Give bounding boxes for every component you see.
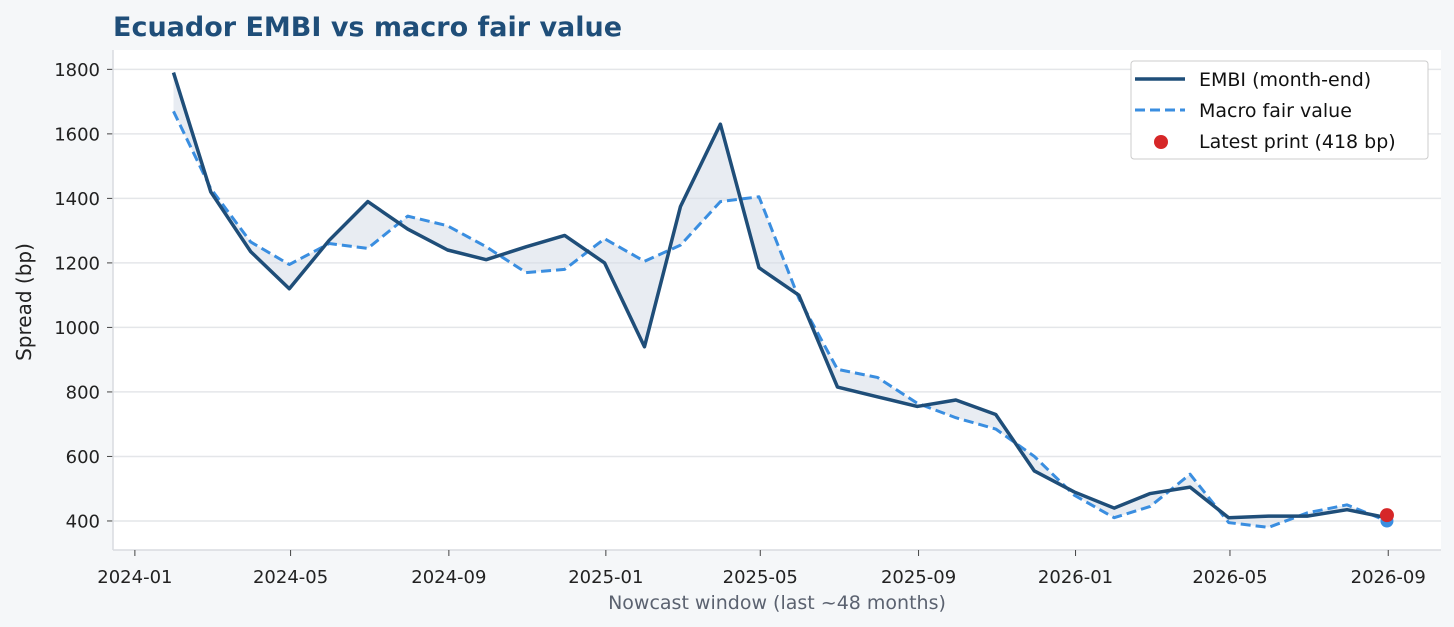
y-tick-label: 800 xyxy=(66,382,100,403)
x-tick-label: 2026-01 xyxy=(1038,567,1113,588)
x-tick-label: 2024-01 xyxy=(97,567,172,588)
y-tick-label: 1800 xyxy=(54,60,100,81)
legend-fair-value-label: Macro fair value xyxy=(1199,100,1352,122)
y-tick-label: 1200 xyxy=(54,253,100,274)
x-axis-ticks: 2024-01 2024-05 2024-09 2025-01 2025-05 2025-… xyxy=(97,550,1426,588)
x-tick-label: 2025-01 xyxy=(568,567,643,588)
y-tick-label: 1000 xyxy=(54,318,100,339)
x-tick-label: 2024-09 xyxy=(411,567,486,588)
y-tick-label: 600 xyxy=(66,447,100,468)
x-axis-label: Nowcast window (last ~48 months) xyxy=(608,592,946,614)
legend-latest-label: Latest print (418 bp) xyxy=(1199,131,1396,153)
y-tick-label: 1400 xyxy=(54,189,100,210)
legend: EMBI (month-end) Macro fair value Latest… xyxy=(1130,60,1429,160)
x-tick-label: 2026-05 xyxy=(1192,567,1267,588)
y-axis-ticks: 400 600 800 1000 1200 1400 1600 1800 xyxy=(54,50,1441,551)
latest-print-marker xyxy=(1379,508,1394,523)
y-axis-label: Spread (bp) xyxy=(12,243,36,361)
y-tick-label: 1600 xyxy=(54,124,100,145)
x-tick-label: 2025-05 xyxy=(723,567,798,588)
series-line-embi xyxy=(171,72,1388,520)
legend-latest-marker xyxy=(1154,135,1168,149)
x-tick-label: 2025-09 xyxy=(881,567,956,588)
series-line-macro-fair-value xyxy=(172,110,1388,529)
series-lines xyxy=(171,72,1394,529)
legend-embi-label: EMBI (month-end) xyxy=(1199,69,1371,91)
chart-title: Ecuador EMBI vs macro fair value xyxy=(113,12,622,43)
x-tick-label: 2024-05 xyxy=(253,567,328,588)
x-tick-label: 2026-09 xyxy=(1351,567,1426,588)
y-tick-label: 400 xyxy=(66,511,100,532)
legend-box xyxy=(1130,60,1429,160)
